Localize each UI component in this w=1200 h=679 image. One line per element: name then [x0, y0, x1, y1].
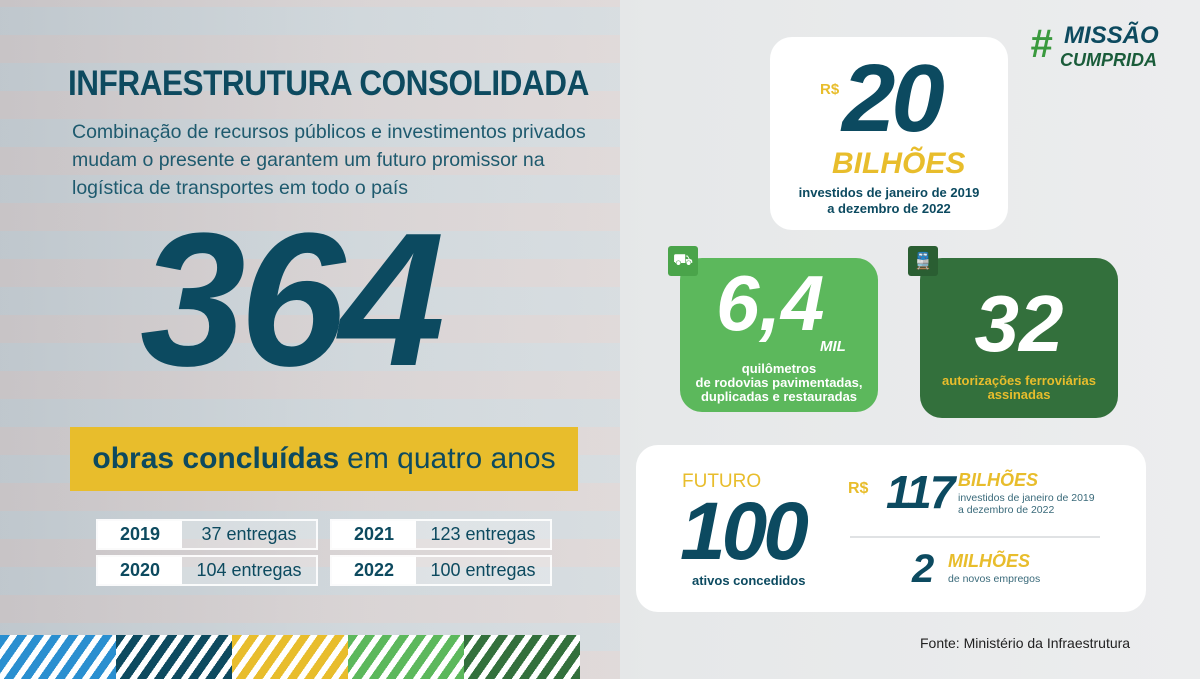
obras-banner: obras concluídas em quatro anos [70, 427, 578, 491]
years-col-1: 2019 37 entregas 2020 104 entregas [96, 519, 318, 586]
rail-desc: autorizações ferroviárias assinadas [920, 374, 1118, 402]
deliveries: 37 entregas [182, 521, 316, 548]
deliveries: 104 entregas [182, 557, 316, 584]
jobs-unit: MILHÕES [948, 551, 1031, 571]
desc-line: de rodovias pavimentadas, [695, 375, 863, 390]
currency: R$ [848, 480, 869, 497]
roads-number: 6,4 [716, 259, 825, 347]
future-label: FUTURO [682, 471, 762, 492]
desc-line: investidos de janeiro de 2019 [798, 185, 980, 200]
invest-unit: BILHÕES [958, 470, 1039, 490]
obras-rest: em quatro anos [347, 442, 556, 475]
year-row: 2022 100 entregas [330, 555, 552, 586]
invest-desc: investidos de janeiro de 2019 a dezembro … [958, 492, 1095, 516]
year: 2022 [332, 557, 416, 584]
obras-number: 364 [140, 194, 445, 406]
obras-bold: obras concluídas [92, 442, 340, 475]
divider [850, 536, 1100, 538]
source: Fonte: Ministério da Infraestrutura [920, 635, 1131, 651]
year: 2020 [98, 557, 182, 584]
page-title: INFRAESTRUTURA CONSOLIDADA [68, 64, 589, 103]
year-row: 2021 123 entregas [330, 519, 552, 550]
desc-line: autorizações ferroviárias [942, 373, 1096, 388]
year-row: 2020 104 entregas [96, 555, 318, 586]
investment-desc: investidos de janeiro de 2019 a dezembro … [770, 185, 1008, 217]
jobs-desc: de novos empregos [948, 573, 1041, 585]
future-card: FUTURO 100 ativos concedidos R$ 117 BILH… [636, 445, 1146, 612]
jobs-number: 2 [912, 547, 935, 591]
roads-unit: MIL [820, 338, 846, 355]
deliveries: 100 entregas [416, 557, 550, 584]
investment-number: 20 [842, 45, 945, 152]
year-row: 2019 37 entregas [96, 519, 318, 550]
investment-card: R$ 20 BILHÕES investidos de janeiro de 2… [770, 37, 1008, 230]
investment-unit: BILHÕES [832, 147, 966, 180]
year: 2021 [332, 521, 416, 548]
deliveries: 123 entregas [416, 521, 550, 548]
roads-card: 6,4 MIL quilômetros de rodovias pavimenta… [680, 258, 878, 412]
subtitle: Combinação de recursos públicos e invest… [72, 121, 586, 199]
years-col-2: 2021 123 entregas 2022 100 entregas [330, 519, 552, 586]
train-icon: 🚆 [908, 246, 938, 276]
future-number: 100 [680, 486, 809, 577]
desc-line: investidos de janeiro de 2019 [958, 492, 1095, 504]
rail-card: 32 autorizações ferroviárias assinadas [920, 258, 1118, 418]
desc-line: assinadas [987, 387, 1051, 402]
logo: # MISSÃO CUMPRIDA [1030, 22, 1159, 71]
desc-line: quilômetros [741, 361, 817, 376]
future-desc: ativos concedidos [692, 573, 806, 588]
desc-line: a dezembro de 2022 [958, 504, 1055, 516]
invest-number: 117 [886, 466, 955, 518]
decorative-stripes [0, 635, 580, 679]
year: 2019 [98, 521, 182, 548]
roads-desc: quilômetros de rodovias pavimentadas, dupl… [680, 362, 878, 404]
currency: R$ [820, 81, 840, 98]
truck-icon: ⛟ [668, 246, 698, 276]
desc-line: a dezembro de 2022 [827, 201, 951, 216]
desc-line: duplicadas e restauradas [700, 389, 858, 404]
rail-number: 32 [974, 279, 1064, 368]
